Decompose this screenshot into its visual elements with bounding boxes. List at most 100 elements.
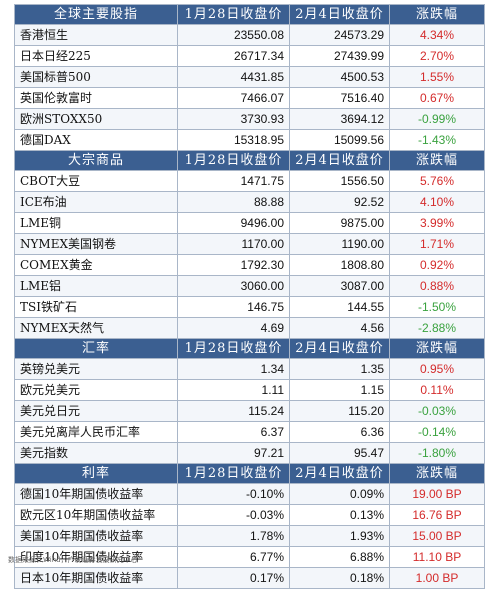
row-name: 德国10年期国债收益率 [14, 483, 178, 505]
section-header-commodities: 大宗商品 1月28日收盘价 2月4日收盘价 涨跌幅 [14, 150, 485, 171]
section-header-global-indices: 全球主要股指 1月28日收盘价 2月4日收盘价 涨跌幅 [14, 4, 485, 25]
row-name: 香港恒生 [14, 24, 178, 46]
close-price-jan28: 9496.00 [177, 212, 290, 234]
data-source-note: 数据来源：Wind，广发证券发展研究中心 [8, 556, 138, 564]
table-row: ICE布油 88.88 92.52 4.10% [14, 191, 485, 213]
close-price-jan28: -0.03% [177, 504, 290, 526]
change-percent: 0.88% [389, 275, 485, 297]
close-price-feb4: 4500.53 [289, 66, 390, 88]
table-row: LME铜 9496.00 9875.00 3.99% [14, 212, 485, 234]
row-name: 欧元兑美元 [14, 379, 178, 401]
table-row: 香港恒生 23550.08 24573.29 4.34% [14, 24, 485, 46]
change-percent: -2.88% [389, 317, 485, 339]
close-price-jan28: 97.21 [177, 442, 290, 464]
change-percent: -0.03% [389, 400, 485, 422]
change-percent: 0.92% [389, 254, 485, 276]
column-header: 2月4日收盘价 [289, 4, 390, 25]
table-row: 英镑兑美元 1.34 1.35 0.95% [14, 358, 485, 380]
close-price-jan28: 3730.93 [177, 108, 290, 130]
section-title: 大宗商品 [14, 150, 178, 171]
row-name: NYMEX天然气 [14, 317, 178, 339]
row-name: 美元兑日元 [14, 400, 178, 422]
table-row: 英国伦敦富时 7466.07 7516.40 0.67% [14, 87, 485, 109]
close-price-jan28: 6.77% [177, 546, 290, 568]
close-price-feb4: 3694.12 [289, 108, 390, 130]
row-name: 英国伦敦富时 [14, 87, 178, 109]
column-header: 2月4日收盘价 [289, 463, 390, 484]
row-name: COMEX黄金 [14, 254, 178, 276]
close-price-feb4: 95.47 [289, 442, 390, 464]
close-price-jan28: -0.10% [177, 483, 290, 505]
change-percent: -1.50% [389, 296, 485, 318]
close-price-jan28: 26717.34 [177, 45, 290, 67]
change-percent: 4.34% [389, 24, 485, 46]
row-name: LME铜 [14, 212, 178, 234]
close-price-feb4: 24573.29 [289, 24, 390, 46]
close-price-feb4: 1808.80 [289, 254, 390, 276]
column-header: 1月28日收盘价 [177, 463, 290, 484]
row-name: 英镑兑美元 [14, 358, 178, 380]
change-percent: 1.55% [389, 66, 485, 88]
section-header-rates: 利率 1月28日收盘价 2月4日收盘价 涨跌幅 [14, 463, 485, 484]
column-header: 涨跌幅 [389, 4, 485, 25]
column-header: 2月4日收盘价 [289, 338, 390, 359]
close-price-feb4: 15099.56 [289, 129, 390, 151]
close-price-feb4: 1.35 [289, 358, 390, 380]
close-price-jan28: 1792.30 [177, 254, 290, 276]
row-name: 美元指数 [14, 442, 178, 464]
close-price-feb4: 9875.00 [289, 212, 390, 234]
close-price-feb4: 0.09% [289, 483, 390, 505]
column-header: 1月28日收盘价 [177, 150, 290, 171]
close-price-feb4: 27439.99 [289, 45, 390, 67]
row-name: 印度10年期国债收益率 [14, 546, 178, 568]
table-row: 美国10年期国债收益率 1.78% 1.93% 15.00 BP [14, 525, 485, 547]
section-title: 利率 [14, 463, 178, 484]
close-price-jan28: 6.37 [177, 421, 290, 443]
table-row: 美国标普500 4431.85 4500.53 1.55% [14, 66, 485, 88]
change-percent: 3.99% [389, 212, 485, 234]
close-price-feb4: 0.13% [289, 504, 390, 526]
change-percent: 11.10 BP [389, 546, 485, 568]
row-name: 美国10年期国债收益率 [14, 525, 178, 547]
change-percent: 15.00 BP [389, 525, 485, 547]
close-price-jan28: 15318.95 [177, 129, 290, 151]
change-percent: 4.10% [389, 191, 485, 213]
close-price-jan28: 1.34 [177, 358, 290, 380]
change-percent: 0.95% [389, 358, 485, 380]
row-name: 美国标普500 [14, 66, 178, 88]
table-row: 欧元区10年期国债收益率 -0.03% 0.13% 16.76 BP [14, 504, 485, 526]
change-percent: -0.14% [389, 421, 485, 443]
close-price-feb4: 6.36 [289, 421, 390, 443]
row-name: 德国DAX [14, 129, 178, 151]
row-name: 欧元区10年期国债收益率 [14, 504, 178, 526]
close-price-jan28: 146.75 [177, 296, 290, 318]
close-price-jan28: 4.69 [177, 317, 290, 339]
column-header: 涨跌幅 [389, 150, 485, 171]
table-row: LME铝 3060.00 3087.00 0.88% [14, 275, 485, 297]
table-row: 美元兑离岸人民币汇率 6.37 6.36 -0.14% [14, 421, 485, 443]
row-name: 日本日经225 [14, 45, 178, 67]
table-row: 德国DAX 15318.95 15099.56 -1.43% [14, 129, 485, 151]
close-price-feb4: 144.55 [289, 296, 390, 318]
close-price-jan28: 1.11 [177, 379, 290, 401]
column-header: 2月4日收盘价 [289, 150, 390, 171]
change-percent: 19.00 BP [389, 483, 485, 505]
market-table-container: 全球主要股指 1月28日收盘价 2月4日收盘价 涨跌幅 香港恒生 23550.08 2457… [14, 4, 485, 589]
column-header: 1月28日收盘价 [177, 4, 290, 25]
row-name: ICE布油 [14, 191, 178, 213]
change-percent: 16.76 BP [389, 504, 485, 526]
section-title: 全球主要股指 [14, 4, 178, 25]
change-percent: -1.43% [389, 129, 485, 151]
close-price-feb4: 1.15 [289, 379, 390, 401]
close-price-feb4: 3087.00 [289, 275, 390, 297]
row-name: TSI铁矿石 [14, 296, 178, 318]
close-price-feb4: 1190.00 [289, 233, 390, 255]
close-price-feb4: 7516.40 [289, 87, 390, 109]
table-row: CBOT大豆 1471.75 1556.50 5.76% [14, 170, 485, 192]
close-price-feb4: 1.93% [289, 525, 390, 547]
table-body: 全球主要股指 1月28日收盘价 2月4日收盘价 涨跌幅 香港恒生 23550.08 2457… [14, 4, 485, 589]
close-price-jan28: 7466.07 [177, 87, 290, 109]
table-row: 欧元兑美元 1.11 1.15 0.11% [14, 379, 485, 401]
close-price-feb4: 4.56 [289, 317, 390, 339]
table-row: 德国10年期国债收益率 -0.10% 0.09% 19.00 BP [14, 483, 485, 505]
